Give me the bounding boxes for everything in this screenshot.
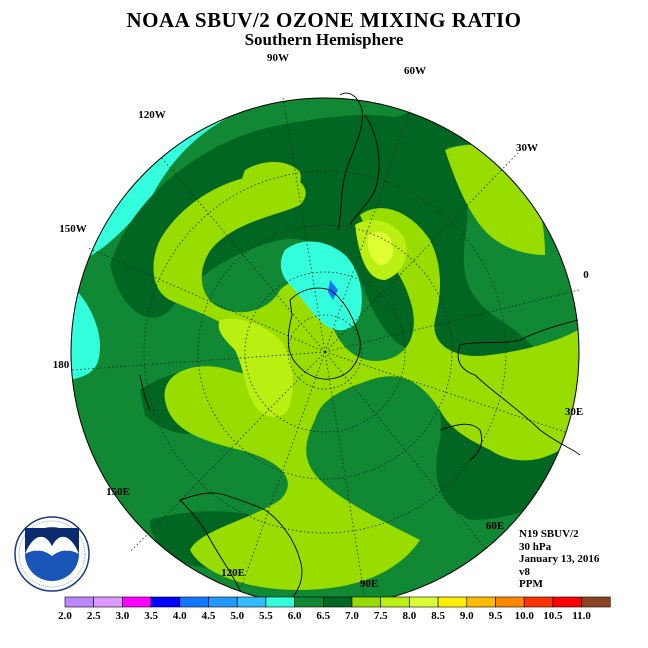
lon-label-90e: 90E (360, 578, 378, 590)
south-america-coast (349, 114, 380, 226)
shade-8-0-peak (367, 231, 394, 265)
lon-label-120e: 120E (221, 567, 245, 579)
longitude-labels: 90W 60W 30W 0 30E 60E 90E 120E 150E 180 … (53, 52, 590, 590)
shade-7-5-west (218, 318, 293, 417)
lon-label-180: 180 (53, 359, 70, 371)
antarctica-coast (287, 287, 361, 380)
lon-label-30e: 30E (565, 406, 583, 418)
chart-subtitle: Southern Hemisphere (244, 30, 404, 49)
meridian-line (160, 156, 326, 353)
shade-7-0-northwest (240, 161, 301, 210)
lon-label-150w: 150W (59, 223, 87, 235)
pressure-level: 30 hPa (519, 540, 552, 553)
logo-text: NOAA (36, 542, 68, 554)
meridian-line (324, 351, 367, 606)
meridian-line (324, 109, 411, 353)
lon-label-60w: 60W (404, 65, 426, 77)
coastlines (139, 92, 581, 601)
satellite-label: N19 SBUV/2 (519, 528, 579, 540)
latitude-circle (244, 271, 406, 433)
product-info: N19 SBUV/2 30 hPa January 13, 2016 v8 PP… (519, 528, 599, 591)
lon-label-0: 0 (583, 269, 589, 281)
australia-coast (179, 492, 303, 601)
south-america-coast (337, 92, 363, 231)
lon-label-60e: 60E (486, 520, 504, 532)
graticule (71, 96, 580, 606)
date-label: January 13, 2016 (519, 553, 600, 565)
new-zealand-coast (139, 374, 151, 411)
lon-label-150e: 150E (106, 486, 130, 498)
meridian-line (324, 351, 487, 550)
meridian-line (324, 151, 520, 353)
shade-5-5-core (280, 241, 362, 331)
latitude-circle (287, 314, 363, 390)
chart-title: NOAA SBUV/2 OZONE MIXING RATIO (126, 8, 522, 32)
lon-label-30w: 30W (516, 142, 538, 154)
units-label: PPM (519, 578, 543, 590)
meridian-line (87, 247, 326, 353)
lon-label-120w: 120W (138, 109, 166, 121)
shade-5-0-core (328, 280, 338, 300)
shade-5-5-outer-left (71, 285, 100, 380)
lon-label-90w: 90W (267, 52, 289, 64)
madagascar-coast (439, 423, 483, 461)
version-label: v8 (519, 565, 530, 578)
latitude-circle (197, 224, 453, 480)
noaa-logo: NOAA (14, 516, 90, 592)
latitude-circle (143, 170, 507, 534)
meridian-line (282, 96, 326, 353)
africa-coast (457, 319, 581, 456)
shade-7-0-main (153, 174, 579, 590)
